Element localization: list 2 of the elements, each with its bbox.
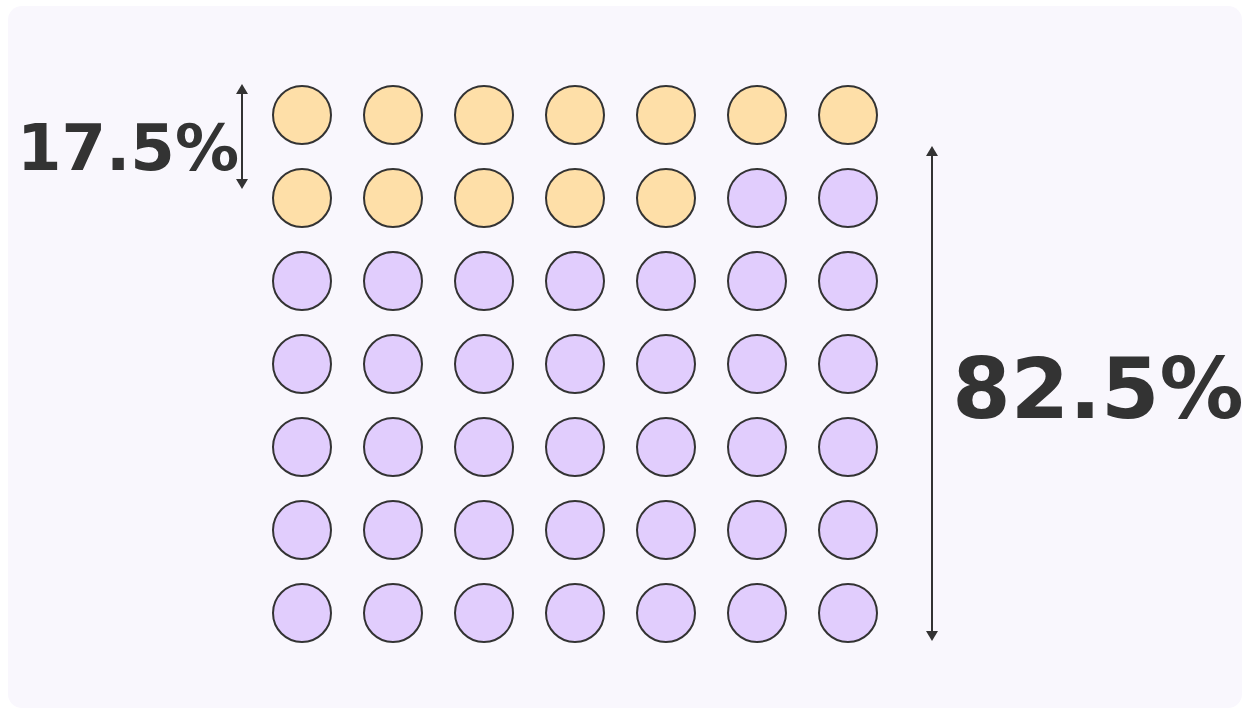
data-label: 82.5% <box>952 339 1244 438</box>
data-label: 17.5% <box>16 110 240 185</box>
